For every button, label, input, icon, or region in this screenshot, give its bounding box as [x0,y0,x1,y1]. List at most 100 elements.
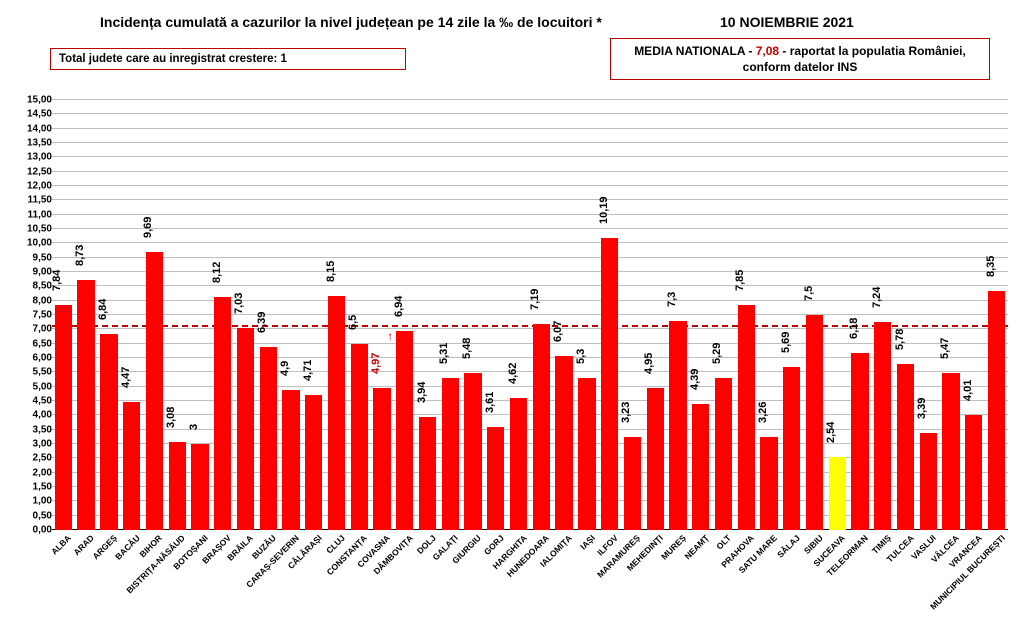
bar [214,297,231,530]
bar [669,321,686,530]
y-tick-label: 12,00 [12,181,52,192]
bar-slot: 7,3MUREȘ [667,100,690,530]
bar [260,347,277,530]
bar-value-label: 3,61 [484,391,496,412]
y-tick-label: 6,50 [12,338,52,349]
y-tick-label: 10,00 [12,238,52,249]
y-tick-label: 1,00 [12,496,52,507]
x-category-label: ARGEȘ [88,530,119,561]
bar-value-label: 8,73 [74,244,86,265]
y-tick-label: 12,50 [12,166,52,177]
bar [282,390,299,530]
bar-value-label: 5,47 [939,338,951,359]
bar-value-label: 9,69 [142,217,154,238]
bar-value-label: 4,01 [962,380,974,401]
bar [760,437,777,530]
bar-value-label: 5,69 [780,331,792,352]
y-tick-label: 1,50 [12,482,52,493]
bar-value-label: 6,18 [848,317,860,338]
bar [442,378,459,530]
bar-value-label: 3,26 [757,401,769,422]
bar-value-label: 4,9 [279,360,291,375]
bar-value-label: 3 [188,424,200,430]
bar-slot: 3,39VASLUI [917,100,940,530]
bar-value-label: 4,47 [120,366,132,387]
bar-slot: 10,19ILFOV [598,100,621,530]
bar-value-label: 6,39 [256,311,268,332]
bar-slot: 6,84ARGEȘ [98,100,121,530]
bar-value-label: 3,39 [916,397,928,418]
bar-slot: 5,47VÂLCEA [940,100,963,530]
bar-slot: 4,95MEHEDINȚI [644,100,667,530]
bar [965,415,982,530]
y-tick-label: 4,50 [12,396,52,407]
bar-slot: 9,69BIHOR [143,100,166,530]
bar [783,367,800,530]
bar-slot: 4,39NEAMȚ [689,100,712,530]
y-tick-label: 15,00 [12,95,52,106]
bar [373,388,390,530]
chart-title: Incidența cumulată a cazurilor la nivel … [100,14,602,30]
y-tick-label: 7,50 [12,310,52,321]
y-tick-label: 5,50 [12,367,52,378]
bar-value-label: 5,29 [711,343,723,364]
bar [305,395,322,530]
bar [988,291,1005,530]
bar-slot: 8,35MUNICIPIUL BUCUREȘTI [985,100,1008,530]
bar [601,238,618,530]
y-tick-label: 2,50 [12,453,52,464]
bar-value-label: 10,19 [598,196,610,224]
y-tick-label: 9,50 [12,252,52,263]
bar [715,378,732,530]
bar-value-label: 8,35 [985,255,997,276]
bar-value-label: 5,31 [438,342,450,363]
bar [829,457,846,530]
bar-slot: 6,07IALOMIȚA [553,100,576,530]
plot-area: 0,000,501,001,502,002,503,003,504,004,50… [52,100,1008,530]
bar [942,373,959,530]
bar [77,280,94,530]
bar-value-label: 6,07 [552,321,564,342]
y-tick-label: 10,50 [12,224,52,235]
bar-slot: 4,62HARGHITA [507,100,530,530]
bar-slot: 4,47BACĂU [120,100,143,530]
bar [874,322,891,530]
bar [578,378,595,530]
bar-value-label: 5,48 [461,338,473,359]
bar-slot: 3,26SATU MARE [758,100,781,530]
bar [487,427,504,530]
bar-value-label: 6,84 [97,299,109,320]
growth-note-box: Total judete care au inregistrat crester… [50,48,406,70]
y-tick-label: 9,00 [12,267,52,278]
bar-slot: 3,23MARAMUREȘ [621,100,644,530]
y-tick-label: 13,50 [12,138,52,149]
bar-slot: 4,97→COVASNA [371,100,394,530]
bar-value-label: 7,24 [871,287,883,308]
y-tick-label: 8,50 [12,281,52,292]
bar-slot: 5,29OLT [712,100,735,530]
y-tick-label: 3,00 [12,439,52,450]
bar-value-label: 7,3 [666,291,678,306]
bar-slot: 8,12BRAȘOV [211,100,234,530]
bar-value-label: 4,71 [302,360,314,381]
bar-slot: 7,03BRĂILA [234,100,257,530]
x-category-label: MUREȘ [656,530,688,562]
bar-value-label: 8,15 [325,261,337,282]
bar-value-label: 5,3 [575,349,587,364]
bars-container: 7,84ALBA8,73ARAD6,84ARGEȘ4,47BACĂU9,69BI… [52,100,1008,530]
bar-slot: 7,84ALBA [52,100,75,530]
bar [351,344,368,530]
bar-value-label: 6,94 [393,296,405,317]
bar-slot: 4,71CĂLĂRAȘI [302,100,325,530]
y-tick-label: 7,00 [12,324,52,335]
y-tick-label: 13,00 [12,152,52,163]
bar [169,442,186,530]
bar-slot: 2,54SUCEAVA [826,100,849,530]
y-tick-label: 14,00 [12,123,52,134]
bar-value-label: 7,19 [529,288,541,309]
bar [692,404,709,530]
y-tick-label: 8,00 [12,295,52,306]
bar [510,398,527,530]
bar-slot: 3,61GORJ [484,100,507,530]
bar-chart: 0,000,501,001,502,002,503,003,504,004,50… [52,100,1008,530]
